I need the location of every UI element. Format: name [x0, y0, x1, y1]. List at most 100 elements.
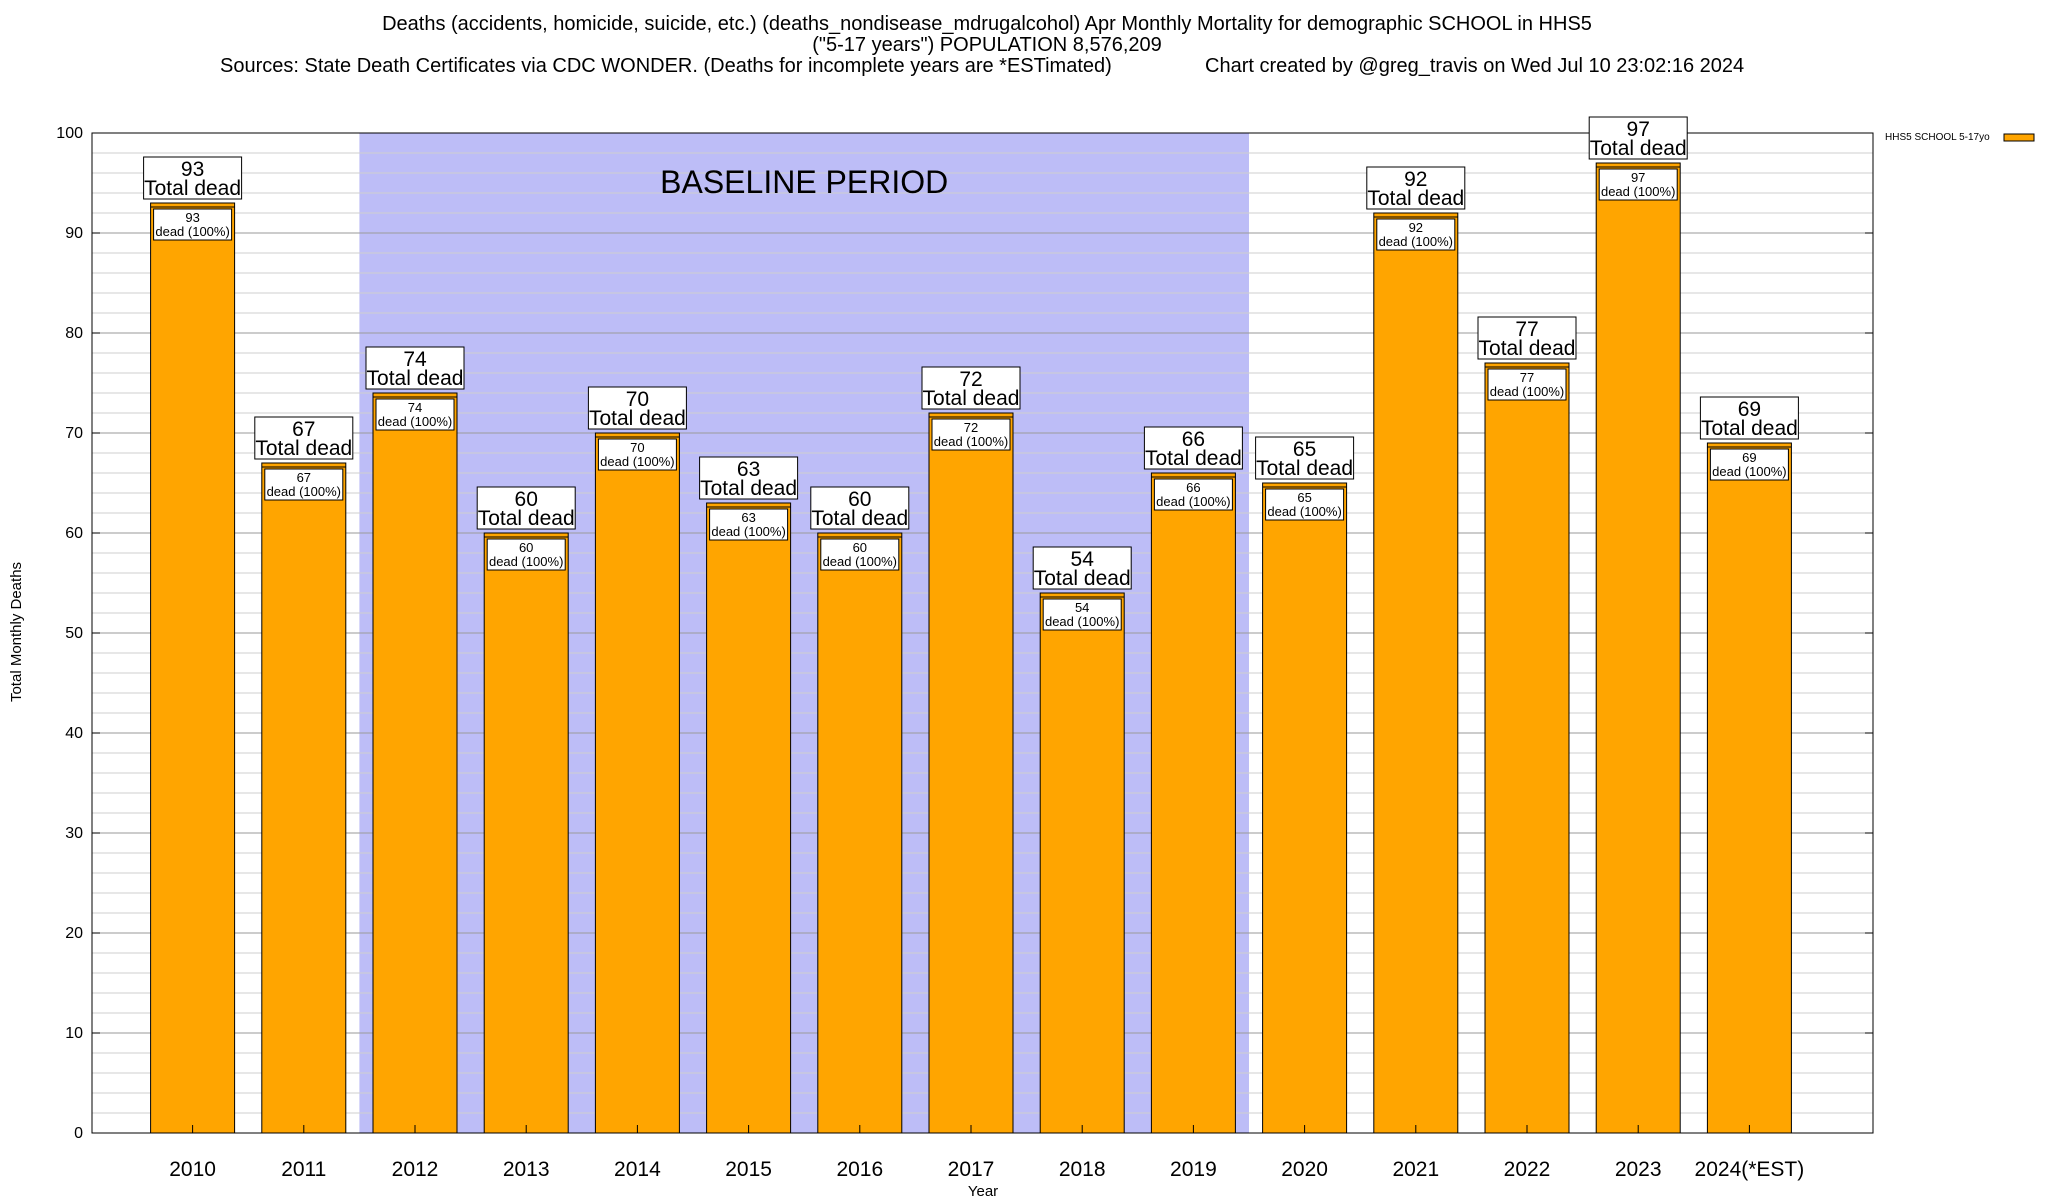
bar [817, 532, 903, 1134]
bar [1373, 212, 1459, 1134]
inner-percent-label: dead (100%) [934, 434, 1008, 449]
top-total-label: Total dead [144, 177, 241, 200]
inner-percent-label: dead (100%) [1045, 614, 1119, 629]
chart-header: Deaths (accidents, homicide, suicide, et… [220, 13, 1744, 77]
inner-label-box [1153, 478, 1233, 511]
inner-percent-label: dead (100%) [1156, 494, 1230, 509]
inner-value-label: 72 [964, 420, 978, 435]
inner-value-label: 63 [741, 510, 755, 525]
top-total-label: Total dead [367, 367, 464, 390]
x-category-label: 2021 [1392, 1158, 1439, 1181]
x-category-label: 2012 [392, 1158, 439, 1181]
inner-label-box [375, 398, 455, 431]
top-value-label: 72 [959, 368, 982, 391]
y-tick-label: 90 [65, 225, 83, 242]
top-value-label: 67 [292, 418, 315, 441]
top-label-box [1588, 116, 1688, 160]
bar [483, 532, 569, 1134]
top-value-label: 77 [1515, 318, 1538, 341]
top-total-label: Total dead [589, 407, 686, 430]
bar [1150, 472, 1236, 1134]
top-value-label: 60 [515, 488, 538, 511]
inner-label-box [1598, 168, 1678, 201]
inner-label-box [597, 438, 677, 471]
inner-value-label: 93 [185, 210, 199, 225]
inner-label-box [820, 538, 900, 571]
top-value-label: 97 [1627, 118, 1650, 141]
top-value-label: 60 [848, 488, 871, 511]
top-value-label: 66 [1182, 428, 1205, 451]
inner-label-box [1265, 488, 1345, 521]
bar [261, 462, 347, 1134]
top-label-box [143, 156, 243, 200]
y-tick-label: 30 [65, 825, 83, 842]
top-value-label: 74 [403, 348, 427, 371]
top-total-label: Total dead [1256, 457, 1353, 480]
bar [1039, 592, 1125, 1134]
inner-value-label: 65 [1297, 490, 1311, 505]
top-label-box [1143, 426, 1243, 470]
chart-created-note: Chart created by @greg_travis on Wed Jul… [1205, 55, 1744, 77]
inner-value-label: 77 [1520, 370, 1534, 385]
top-label-box [699, 456, 799, 500]
inner-label-box [153, 208, 233, 241]
y-tick-label: 60 [65, 525, 83, 542]
top-label-box [921, 366, 1021, 410]
x-category-label: 2011 [281, 1158, 326, 1181]
inner-percent-label: dead (100%) [600, 454, 674, 469]
top-total-label: Total dead [255, 437, 352, 460]
top-total-label: Total dead [700, 477, 797, 500]
top-value-label: 69 [1738, 398, 1761, 421]
x-category-label: 2024(*EST) [1695, 1158, 1805, 1181]
inner-label-box [1487, 368, 1567, 401]
top-total-label: Total dead [1590, 137, 1687, 160]
inner-value-label: 67 [297, 470, 311, 485]
top-value-label: 70 [626, 388, 649, 411]
inner-percent-label: dead (100%) [711, 524, 785, 539]
baseline-period-label: BASELINE PERIOD [660, 164, 948, 200]
top-value-label: 65 [1293, 438, 1316, 461]
x-category-label: 2018 [1059, 1158, 1106, 1181]
inner-label-box [1376, 218, 1456, 251]
inner-percent-label: dead (100%) [1601, 184, 1675, 199]
x-category-label: 2016 [836, 1158, 883, 1181]
inner-percent-label: dead (100%) [1712, 464, 1786, 479]
top-value-label: 93 [181, 158, 204, 181]
top-total-label: Total dead [1367, 187, 1464, 210]
top-label-box [587, 386, 687, 430]
top-value-label: 54 [1071, 548, 1095, 571]
top-label-box [1032, 546, 1132, 590]
top-total-label: Total dead [1034, 567, 1131, 590]
top-label-box [810, 486, 910, 530]
bar [1706, 442, 1792, 1134]
inner-value-label: 69 [1742, 450, 1756, 465]
bar [706, 502, 792, 1134]
top-total-label: Total dead [923, 387, 1020, 410]
inner-value-label: 54 [1075, 600, 1089, 615]
top-total-label: Total dead [1701, 417, 1798, 440]
chart-title-line-1: Deaths (accidents, homicide, suicide, et… [382, 13, 1592, 35]
top-label-box [476, 486, 576, 530]
inner-value-label: 60 [853, 540, 867, 555]
top-label-box [1366, 166, 1466, 210]
inner-value-label: 92 [1409, 220, 1423, 235]
inner-value-label: 66 [1186, 480, 1200, 495]
top-total-label: Total dead [811, 507, 908, 530]
y-tick-label: 20 [65, 925, 83, 942]
inner-label-box [486, 538, 566, 571]
inner-label-box [931, 418, 1011, 451]
inner-value-label: 97 [1631, 170, 1645, 185]
inner-label-box [264, 468, 344, 501]
top-total-label: Total dead [1479, 337, 1576, 360]
y-axis-title: Total Monthly Deaths [8, 562, 25, 702]
